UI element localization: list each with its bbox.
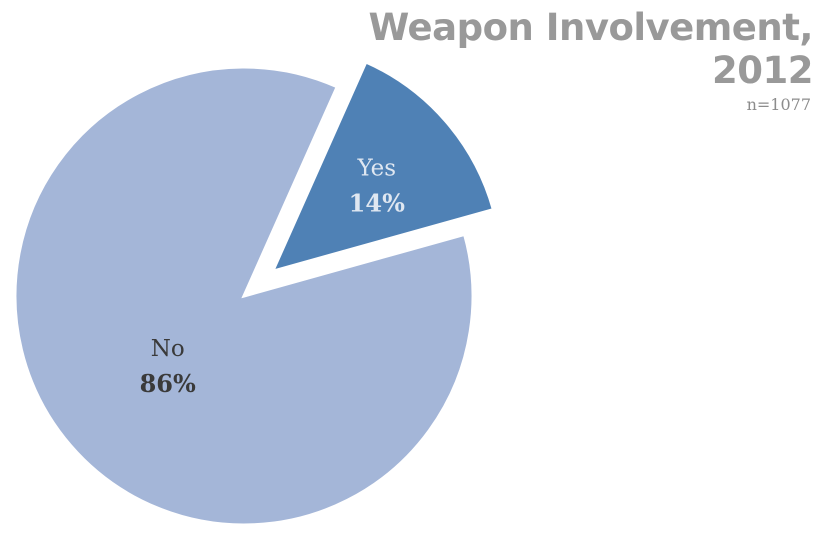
slice-percent-no: 86% [140, 369, 196, 398]
slice-label-no: No [151, 336, 185, 362]
pie-slice-no [13, 65, 475, 527]
chart-title: Weapon Involvement, 2012 [368, 6, 814, 92]
pie-slice-yes [270, 59, 496, 274]
slice-percent-yes: 14% [349, 188, 405, 217]
slice-label-yes: Yes [356, 155, 396, 181]
chart-title-line-1: Weapon Involvement, [368, 6, 814, 49]
sample-size-label: n=1077 [746, 95, 811, 114]
chart-title-line-2: 2012 [712, 49, 813, 92]
